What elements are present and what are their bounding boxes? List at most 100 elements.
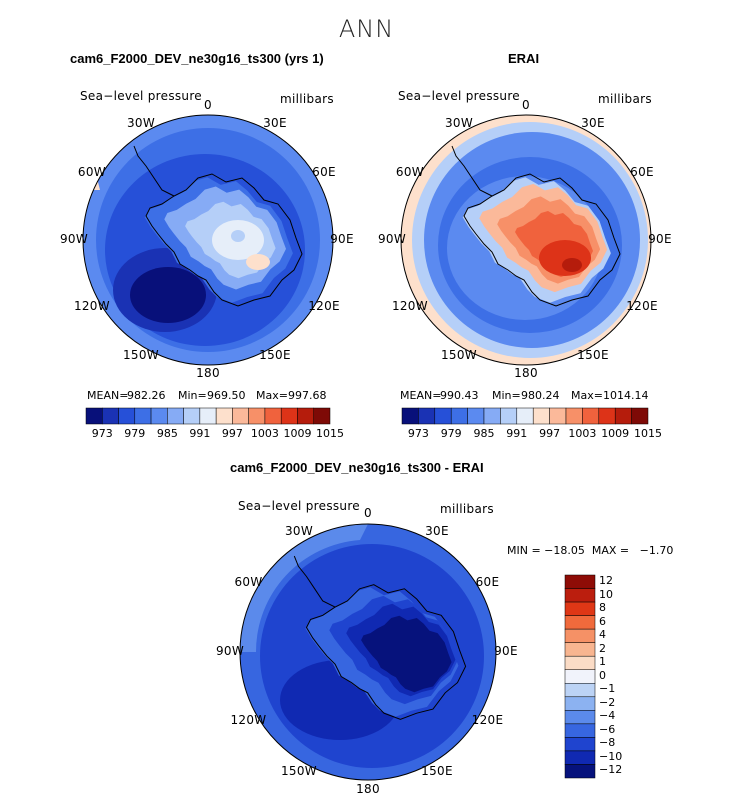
panel-3-colorbar-tick: 12 [599,574,613,587]
panel-3-colorbar-box [564,683,596,698]
panel-3-colorbar-tick: 1 [599,655,606,669]
panel-2-colorbar-box [434,407,452,425]
panel-3-colorbar-box [564,764,596,779]
panel-3-lon-label: 120E [471,713,504,727]
panel-1-colorbar-box [134,407,152,425]
panel-1-colorbar-box [313,407,331,425]
panel-2-contour-10 [539,240,591,276]
panel-2-colorbar-tick: 991 [506,427,528,440]
panel-2-lon-label: 90E [648,232,672,246]
panel-1-coastline [145,173,303,307]
panel-1-min-value: 969.50 [207,389,246,402]
panel-1-colorbar-box [199,407,217,425]
panel-1-colorbar [85,407,331,425]
panel-2-title: ERAI [508,51,540,66]
panel-3-colorbar-box [564,723,596,738]
panel-1-colorbar-box [85,407,103,425]
panel-3-lon-label: 60E [475,575,500,589]
panel-3-lon-label: 180 [356,782,380,796]
panel-2-peninsula-coast [451,145,493,197]
panel-3-lon-label: 30W [284,524,314,539]
panel-1-lon-label: 60E [312,165,336,179]
panel-1-border [82,114,334,366]
panel-1-colorbar-box [232,407,249,425]
panel-3-lon-label: 0 [364,506,372,520]
panel-1-colorbar-box [150,407,168,425]
panel-2-colorbar-box [582,407,600,425]
panel-2-colorbar-box [565,407,583,425]
panel-1-max-label: Max= [256,389,288,402]
panel-1-lon-label: 90E [330,232,354,246]
panel-2-lon-label: 150W [441,348,477,363]
panel-1-colorbar-tick: 1003 [250,427,279,440]
panel-3-variable-label: Sea−level pressure [238,499,360,513]
panel-1-contour-10 [246,254,270,270]
panel-3-map [240,524,496,780]
panel-1-variable-label: Sea−level pressure [80,89,202,103]
panel-1-mean-label: MEAN= [87,389,129,402]
panel-2-colorbar-tick: 1009 [601,427,630,440]
panel-2-colorbar-box [549,407,567,425]
panel-2-lon-label: 180 [514,366,538,380]
panel-2-lon-label: 30W [444,115,474,130]
panel-2-colorbar-tick: 985 [473,427,495,440]
panel-1-lon-label: 90W [59,232,89,246]
panel-2-colorbar-box [450,407,468,425]
panel-3-colorbar-tick: −1 [599,682,616,696]
panel-3-colorbar-tick: −8 [599,736,616,750]
panel-2-lon-label: 120W [391,299,428,313]
panel-1-units-label: millibars [280,92,334,106]
panel-1-colorbar-box [118,407,136,425]
panel-2-colorbar-box [631,407,649,425]
panel-2-mean-value: 990.43 [440,389,479,402]
panel-2-min-value: 980.24 [521,389,560,402]
panel-2-colorbar-box [467,407,485,425]
panel-3-colorbar-tick: 10 [599,587,613,601]
panel-3-colorbar-tick: 0 [599,668,606,682]
panel-1-colorbar-tick: 1015 [316,427,344,440]
panel-2-colorbar-box [598,407,616,425]
panel-1-colorbar-tick: 991 [189,427,211,440]
panel-2-colorbar-tick: 997 [539,427,561,440]
panel-1-lon-label: 120W [73,299,110,313]
panel-1-colorbar-tick: 997 [221,427,243,440]
panel-3-colorbar-tick: 2 [599,641,606,655]
panel-3-title: cam6_F2000_DEV_ne30g16_ts300 - ERAI [230,460,484,475]
panel-1-colorbar-box [264,407,282,425]
panel-3-minmax: MIN = −18.05 MAX = −1.70 [507,544,674,557]
panel-3-coastline [305,584,467,720]
panel-1-map [83,115,333,365]
panel-3-colorbar-tick: 8 [599,601,606,615]
panel-2-colorbar-box [483,407,501,425]
panel-1-colorbar-box [280,407,298,425]
panel-1-min-label: Min= [178,389,207,402]
panel-3-colorbar-tick: 6 [599,614,606,628]
panel-3-border [239,523,497,781]
panel-2-max-value: 1014.14 [603,389,649,402]
panel-3-lon-label: 90W [215,644,245,658]
panel-1-colorbar-box [248,407,266,425]
panel-1-colorbar-tick: 979 [124,427,146,440]
panel-2-contour-11 [562,258,582,272]
panel-2-colorbar-tick: 979 [440,427,462,440]
panel-3-lon-label: 30E [425,524,449,539]
panel-3-colorbar-box [564,601,596,616]
panel-1-colorbar-tick: 973 [91,427,113,440]
panel-3-lon-label: 60W [234,575,263,589]
panel-2-colorbar-box [516,407,534,425]
panel-2-mean-label: MEAN= [400,389,442,402]
panel-2-colorbar-box [614,407,632,425]
panel-3-colorbar-box [564,750,596,765]
panel-1-colorbar-box [215,407,233,425]
panel-3-colorbar-tick: −12 [599,763,623,777]
panel-1-colorbar-box [297,407,314,425]
panel-2-units-label: millibars [598,92,652,106]
panel-1-lon-label: 150W [123,348,159,363]
panel-2-colorbar [401,407,649,425]
panel-2-colorbar-box [401,407,419,425]
panel-1-lon-label: 150E [259,348,291,363]
panel-3-colorbar-tick: −2 [599,695,616,709]
panel-3-colorbar-tick: −4 [599,709,616,723]
panel-2-lon-label: 30E [581,115,605,130]
